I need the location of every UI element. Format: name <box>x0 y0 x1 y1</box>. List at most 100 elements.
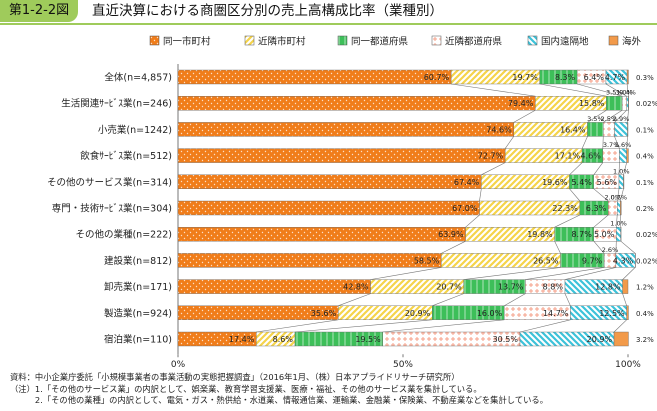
figure-header: 第1-2-2図 直近決算における商圏区分別の売上高構成比率（業種別） <box>0 0 657 26</box>
connector-line <box>441 240 466 254</box>
bar-segment <box>614 122 628 137</box>
connector-line <box>620 188 624 202</box>
data-label: 13.7% <box>498 283 524 292</box>
bar-segment <box>177 69 452 85</box>
data-label: 14.7% <box>543 309 569 318</box>
legend-swatch <box>244 35 255 46</box>
connector-line <box>593 214 609 228</box>
legend-swatch <box>431 35 442 46</box>
data-label: 5.6% <box>597 178 618 187</box>
bar-segment <box>177 95 536 111</box>
note-1: （注）1.「その他のサービス業」の内訳として、娯楽業、教育学習支援業、医療・福祉… <box>10 383 482 394</box>
x-tick-label: 100% <box>615 360 641 370</box>
data-label: 3.7% <box>603 141 620 149</box>
data-label: 30.5% <box>493 335 519 344</box>
legend-item: 海外 <box>608 36 642 48</box>
data-label: 12.5% <box>599 309 625 318</box>
connector-line <box>613 319 627 333</box>
bar-segment <box>177 200 480 216</box>
data-label: 3.5% <box>587 115 604 123</box>
legend-swatch <box>149 35 160 46</box>
data-label: 60.7% <box>424 73 450 82</box>
figure-number-badge: 第1-2-2図 <box>0 0 78 22</box>
connector-line <box>614 109 627 123</box>
bar-segment <box>587 122 604 137</box>
figure-title: 直近決算における商圏区分別の売上高構成比率（業種別） <box>92 3 443 19</box>
connector-line <box>623 162 627 175</box>
connector-line <box>627 110 629 123</box>
data-label: 74.6% <box>486 125 512 134</box>
connector-line <box>256 319 339 333</box>
connector-line <box>382 319 505 333</box>
data-label: 0.1% <box>636 179 654 187</box>
data-label: 26.5% <box>533 256 559 265</box>
connector-line <box>513 109 536 123</box>
legend-swatch <box>527 35 538 46</box>
bar-row: その他のサービス業(n=314) 67.4% 19.6% 5.4% 5.6% 1.0% 0.… <box>47 167 654 190</box>
data-label: 4.6% <box>580 152 601 161</box>
connector-line <box>569 188 581 202</box>
chart-legend: 同一市町村 近隣市町村 同一都道府県 近隣都道府県 国内遠隔地 海外 <box>149 35 642 48</box>
bar-segment <box>626 305 629 320</box>
data-label: 9.7% <box>582 256 603 265</box>
connector-line <box>593 188 609 202</box>
connector-line <box>554 241 561 254</box>
connector-line <box>479 188 482 202</box>
connector-line <box>581 136 588 149</box>
connector-line <box>519 319 571 333</box>
note-2: 2.「その他の業種」の内訳として、電気・ガス・熱供給・水道業、情報通信業、運輸業… <box>10 395 549 405</box>
data-label: 0.02% <box>636 257 657 265</box>
header-divider <box>0 23 657 25</box>
data-label: 0.02% <box>636 100 657 108</box>
connector-line <box>622 293 627 306</box>
data-label: 17.4% <box>229 335 255 344</box>
connector-line <box>626 83 629 97</box>
connector-line <box>463 267 561 280</box>
x-tick-label: 50% <box>393 360 413 370</box>
data-label: 35.6% <box>311 309 337 318</box>
bar-row: 飲食ｻｰﾋﾞｽ業(n=512) 72.7% 17.1% 4.6%3.7%1.6% 0.4… <box>80 141 654 163</box>
bar-row: その他の業種(n=222) 63.9% 19.8% 8.7% 5.0% 1.0% 0.02% <box>75 220 657 242</box>
data-label: 1.2% <box>636 284 654 292</box>
connector-line <box>504 136 514 149</box>
bar-segment <box>177 253 442 268</box>
data-label: 63.9% <box>438 230 464 239</box>
connector-line <box>564 293 571 306</box>
connector-line <box>593 162 604 175</box>
bar-segment <box>616 226 621 242</box>
data-label: 12.8% <box>595 283 621 292</box>
data-label: 0.4% <box>636 310 654 318</box>
connector-line <box>569 162 583 176</box>
connector-line <box>622 267 636 280</box>
data-label: 19.8% <box>527 230 553 239</box>
data-label: 0.3% <box>636 74 654 82</box>
data-label: 19.7% <box>512 73 538 82</box>
data-label: 16.4% <box>560 125 586 134</box>
data-label: 8.3% <box>555 73 576 82</box>
data-label: 19.6% <box>542 178 568 187</box>
bar-row: 製造業(n=924) 35.6% 20.9% 16.0% 14.7% 12.5% 0.4% <box>104 305 654 320</box>
connector-line <box>465 214 480 228</box>
data-label: 58.5% <box>414 256 440 265</box>
data-label: 4.3% <box>613 256 634 265</box>
bar-segment <box>602 148 620 163</box>
category-label: 生活関連ｻｰﾋﾞｽ業(n=246) <box>61 98 172 110</box>
legend-swatch <box>337 35 348 46</box>
data-label: 4.7% <box>605 73 626 82</box>
data-label: 67.4% <box>454 178 480 187</box>
bar-row: 小売業(n=1242) 74.6% 16.4%3.5%2.5%2.9% 0.1% <box>98 115 654 137</box>
connector-line <box>525 267 605 280</box>
connector-line <box>605 83 627 97</box>
data-label: 20.9% <box>405 309 431 318</box>
category-label: 専門・技術ｻｰﾋﾞｽ業(n=304) <box>52 203 172 215</box>
data-label: 16.0% <box>477 309 503 318</box>
data-label: 0.4% <box>619 89 636 97</box>
data-label: 19.5% <box>355 335 381 344</box>
connector-line <box>504 293 526 307</box>
data-label: 1.0% <box>616 89 633 97</box>
category-label: その他のサービス業(n=314) <box>47 176 172 188</box>
bar-segment <box>626 69 629 85</box>
category-label: 建設業(n=812) <box>104 255 172 267</box>
bar-segment <box>608 200 618 216</box>
category-label: 全体(n=4,857) <box>104 72 172 84</box>
